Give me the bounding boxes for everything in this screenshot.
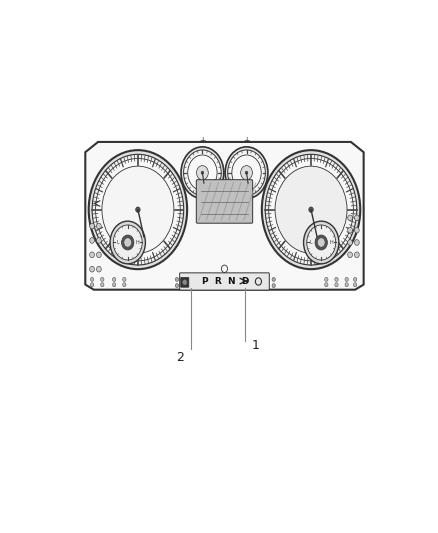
Circle shape bbox=[188, 155, 217, 190]
Circle shape bbox=[232, 155, 261, 190]
Circle shape bbox=[228, 150, 265, 196]
Circle shape bbox=[201, 171, 204, 174]
Circle shape bbox=[240, 166, 252, 180]
Circle shape bbox=[348, 240, 353, 245]
Circle shape bbox=[354, 215, 359, 221]
Circle shape bbox=[268, 158, 353, 261]
Circle shape bbox=[89, 150, 187, 269]
Circle shape bbox=[96, 252, 101, 257]
Text: H: H bbox=[136, 240, 140, 245]
Text: +: + bbox=[199, 136, 205, 145]
Circle shape bbox=[335, 277, 338, 281]
Circle shape bbox=[96, 238, 101, 243]
Text: P  R  N  D: P R N D bbox=[202, 277, 250, 286]
FancyBboxPatch shape bbox=[196, 180, 253, 223]
FancyBboxPatch shape bbox=[180, 273, 269, 290]
Circle shape bbox=[245, 171, 248, 174]
Circle shape bbox=[318, 238, 325, 247]
Circle shape bbox=[123, 282, 126, 287]
Circle shape bbox=[136, 207, 140, 212]
Circle shape bbox=[354, 227, 359, 233]
Text: +: + bbox=[244, 136, 250, 145]
Circle shape bbox=[272, 284, 276, 288]
Circle shape bbox=[348, 252, 353, 257]
Circle shape bbox=[304, 221, 339, 264]
Circle shape bbox=[183, 280, 187, 285]
Circle shape bbox=[90, 223, 95, 229]
Circle shape bbox=[95, 158, 180, 261]
Circle shape bbox=[90, 252, 95, 257]
Text: 1: 1 bbox=[251, 338, 259, 352]
Circle shape bbox=[96, 266, 101, 272]
Circle shape bbox=[90, 282, 94, 287]
Circle shape bbox=[101, 282, 104, 287]
Circle shape bbox=[90, 277, 94, 281]
FancyBboxPatch shape bbox=[181, 277, 189, 287]
Text: L: L bbox=[116, 240, 119, 245]
Circle shape bbox=[325, 282, 328, 287]
Circle shape bbox=[90, 266, 95, 272]
Circle shape bbox=[102, 166, 174, 253]
Circle shape bbox=[113, 277, 116, 281]
Circle shape bbox=[181, 147, 224, 199]
Circle shape bbox=[175, 277, 179, 281]
Circle shape bbox=[272, 277, 276, 281]
Circle shape bbox=[348, 227, 353, 233]
Circle shape bbox=[354, 240, 359, 245]
Circle shape bbox=[265, 155, 357, 265]
Text: 2: 2 bbox=[176, 351, 184, 364]
Circle shape bbox=[307, 225, 336, 260]
Circle shape bbox=[275, 166, 347, 253]
Circle shape bbox=[354, 252, 359, 257]
Circle shape bbox=[101, 277, 104, 281]
Circle shape bbox=[175, 284, 179, 288]
Circle shape bbox=[335, 282, 338, 287]
Polygon shape bbox=[85, 142, 364, 290]
Circle shape bbox=[353, 277, 357, 281]
Circle shape bbox=[345, 277, 348, 281]
Circle shape bbox=[353, 282, 357, 287]
Circle shape bbox=[325, 277, 328, 281]
Circle shape bbox=[123, 277, 126, 281]
Circle shape bbox=[184, 150, 221, 196]
Circle shape bbox=[122, 235, 134, 250]
Circle shape bbox=[197, 166, 208, 180]
Circle shape bbox=[262, 150, 360, 269]
Text: L: L bbox=[310, 240, 312, 245]
Circle shape bbox=[113, 225, 142, 260]
Circle shape bbox=[113, 282, 116, 287]
Circle shape bbox=[110, 221, 145, 264]
Circle shape bbox=[345, 282, 348, 287]
Circle shape bbox=[96, 223, 101, 229]
Circle shape bbox=[315, 235, 327, 250]
Circle shape bbox=[309, 207, 313, 212]
Circle shape bbox=[348, 215, 353, 221]
Circle shape bbox=[92, 155, 184, 265]
Circle shape bbox=[90, 238, 95, 243]
Circle shape bbox=[225, 147, 268, 199]
Circle shape bbox=[124, 238, 131, 247]
Text: H: H bbox=[329, 240, 333, 245]
